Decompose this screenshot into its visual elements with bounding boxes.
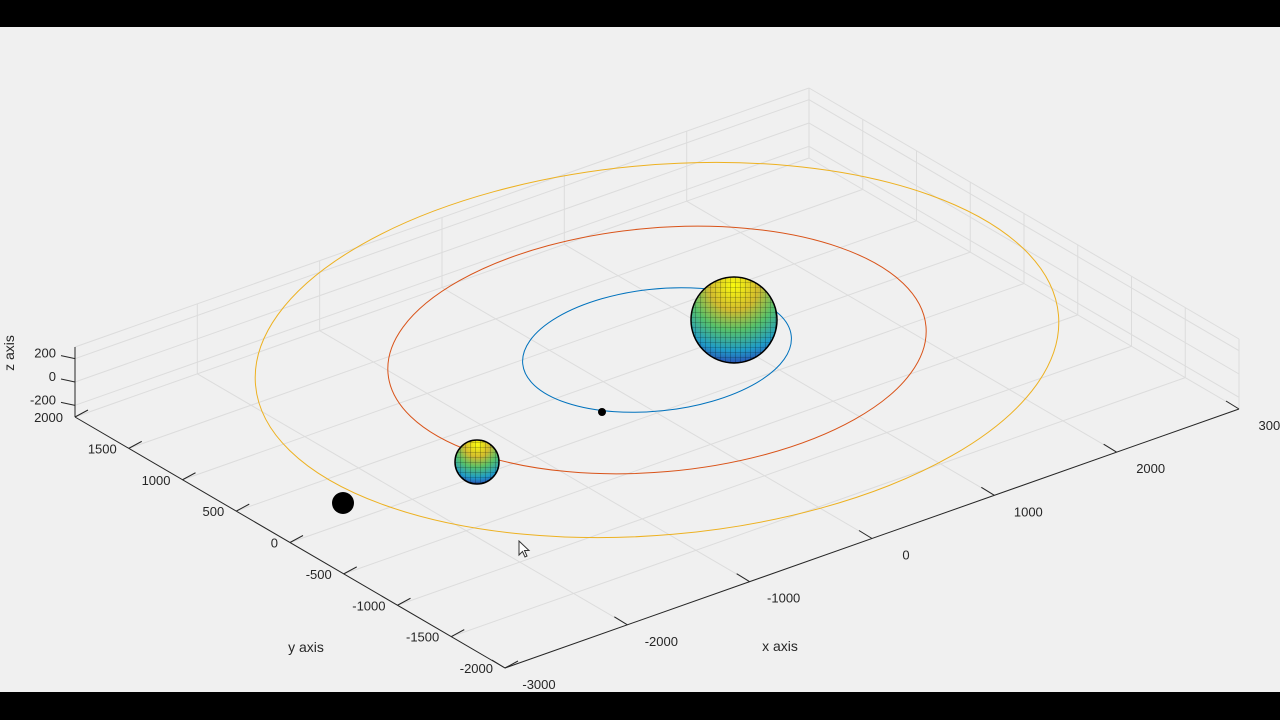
- y-tick-mark: [451, 629, 465, 638]
- x-tick-mark: [981, 486, 995, 496]
- mouse-cursor-icon: [518, 540, 531, 558]
- y-tick-mark: [182, 472, 196, 481]
- y-tick-mark: [289, 535, 304, 543]
- z-tick-label: 0: [49, 369, 56, 384]
- middle-planet-mesh: [455, 440, 499, 484]
- y-tick-mark: [343, 566, 357, 575]
- x-tick-mark: [736, 573, 750, 583]
- floor-grid-y-line: [289, 283, 1025, 543]
- orbit-outer: [254, 161, 1060, 539]
- z-tick-mark: [60, 401, 76, 406]
- back-wall-grid-z-line: [74, 122, 810, 383]
- central-sphere-mesh: [691, 277, 777, 363]
- grid-lines: [74, 87, 1240, 669]
- orbit-middle: [387, 225, 927, 475]
- y-tick-label: 1500: [88, 441, 117, 456]
- y-axis-label: y axis: [288, 639, 324, 655]
- back-wall-grid-z-line: [74, 145, 810, 406]
- x-tick-mark: [858, 530, 873, 539]
- z-tick-label: -200: [30, 392, 56, 407]
- floor-grid-y-line: [128, 188, 863, 449]
- side-wall-grid-z-line: [808, 145, 1240, 398]
- y-tick-mark: [128, 440, 142, 449]
- z-tick-mark: [60, 378, 76, 383]
- inner-planet: [598, 408, 606, 416]
- x-tick-label: -3000: [522, 677, 555, 692]
- z-axis-label: z axis: [1, 335, 17, 371]
- plot-series: [254, 161, 1060, 539]
- x-tick-label: -2000: [645, 634, 678, 649]
- y-tick-label: -1000: [352, 598, 385, 613]
- y-tick-mark: [236, 503, 250, 512]
- figure-window: -3000-2000-10000100020003000-2000-1500-1…: [0, 27, 1280, 692]
- floor-grid-y-line: [451, 377, 1186, 638]
- x-tick-mark: [1103, 443, 1117, 453]
- floor-grid-y-line: [236, 251, 971, 512]
- y-tick-label: 1000: [142, 473, 171, 488]
- x-axis-label: x axis: [762, 638, 798, 654]
- z-tick-mark: [60, 355, 76, 360]
- z-tick-label: 200: [34, 346, 56, 361]
- x-tick-label: 3000: [1259, 418, 1280, 433]
- x-tick-label: -1000: [767, 591, 800, 606]
- floor-grid-y-line: [343, 314, 1078, 575]
- axis-lines: [60, 347, 1240, 669]
- tick-labels: -3000-2000-10000100020003000-2000-1500-1…: [30, 346, 1280, 692]
- back-wall-grid-z-line: [74, 99, 810, 360]
- x-tick-label: 2000: [1136, 461, 1165, 476]
- y-tick-label: 2000: [34, 410, 63, 425]
- outer-planet: [332, 492, 354, 514]
- y-tick-mark: [397, 597, 411, 606]
- y-tick-label: 500: [203, 504, 225, 519]
- floor-grid-y-line: [182, 220, 917, 481]
- back-wall-top-edge: [74, 87, 810, 348]
- x-tick-mark: [614, 616, 628, 626]
- floor-grid-y-line: [397, 345, 1132, 606]
- y-tick-label: -500: [306, 567, 332, 582]
- x-tick-mark: [1225, 400, 1240, 410]
- x-tick-label: 0: [902, 548, 909, 563]
- y-tick-label: 0: [271, 536, 278, 551]
- y-tick-mark: [74, 409, 89, 418]
- x-tick-label: 1000: [1014, 504, 1043, 519]
- y-tick-label: -1500: [406, 630, 439, 645]
- side-wall-top-edge: [808, 87, 1240, 340]
- side-wall-grid-z-line: [808, 99, 1240, 352]
- 3d-orbit-plot[interactable]: -3000-2000-10000100020003000-2000-1500-1…: [0, 27, 1280, 692]
- y-tick-label: -2000: [460, 661, 493, 676]
- orbit-inner: [522, 287, 792, 413]
- y-tick-mark: [504, 660, 519, 669]
- x-tick-mark: [491, 659, 506, 669]
